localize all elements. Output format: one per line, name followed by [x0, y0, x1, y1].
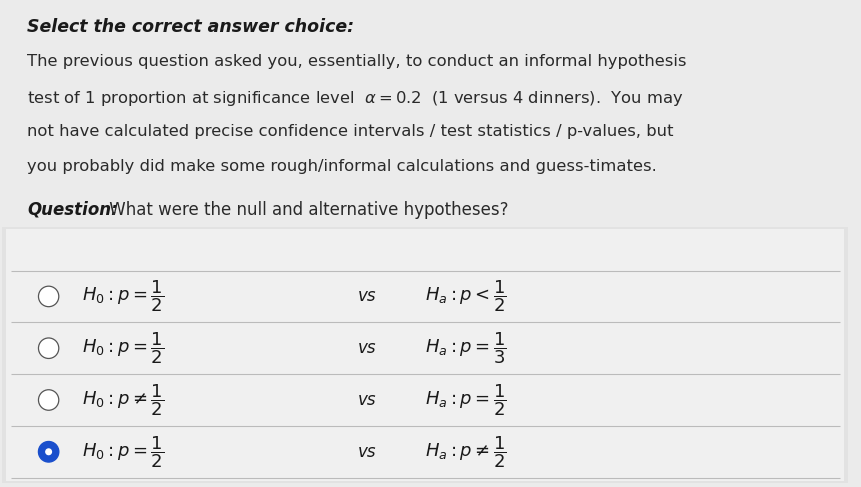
Ellipse shape: [39, 390, 59, 410]
Text: vs: vs: [357, 287, 375, 305]
Text: $H_0 : p = \dfrac{1}{2}$: $H_0 : p = \dfrac{1}{2}$: [83, 434, 164, 469]
Text: vs: vs: [357, 339, 375, 357]
Text: $H_a : p = \dfrac{1}{2}$: $H_a : p = \dfrac{1}{2}$: [424, 382, 506, 418]
Text: $H_0 : p = \dfrac{1}{2}$: $H_0 : p = \dfrac{1}{2}$: [83, 330, 164, 366]
Text: $H_a : p \neq \dfrac{1}{2}$: $H_a : p \neq \dfrac{1}{2}$: [424, 434, 506, 469]
Text: $H_a : p = \dfrac{1}{3}$: $H_a : p = \dfrac{1}{3}$: [424, 330, 506, 366]
Text: Select the correct answer choice:: Select the correct answer choice:: [28, 18, 354, 36]
Text: $H_0 : p = \dfrac{1}{2}$: $H_0 : p = \dfrac{1}{2}$: [83, 279, 164, 314]
Ellipse shape: [39, 442, 59, 462]
Text: not have calculated precise confidence intervals / test statistics / p-values, b: not have calculated precise confidence i…: [28, 124, 673, 139]
Text: $H_a : p < \dfrac{1}{2}$: $H_a : p < \dfrac{1}{2}$: [424, 279, 506, 314]
Bar: [6, 228, 843, 481]
Text: you probably did make some rough/informal calculations and guess-timates.: you probably did make some rough/informa…: [28, 159, 656, 174]
Bar: [2, 227, 847, 483]
Text: test of 1 proportion at significance level  $\alpha = 0.2$  (1 versus 4 dinners): test of 1 proportion at significance lev…: [28, 89, 684, 108]
Text: Question:: Question:: [28, 201, 118, 219]
Text: The previous question asked you, essentially, to conduct an informal hypothesis: The previous question asked you, essenti…: [28, 54, 686, 69]
Text: What were the null and alternative hypotheses?: What were the null and alternative hypot…: [103, 201, 507, 219]
Text: vs: vs: [357, 443, 375, 461]
Ellipse shape: [39, 338, 59, 358]
Ellipse shape: [39, 286, 59, 307]
Ellipse shape: [46, 449, 52, 454]
Text: vs: vs: [357, 391, 375, 409]
Text: $H_0 : p \neq \dfrac{1}{2}$: $H_0 : p \neq \dfrac{1}{2}$: [83, 382, 164, 418]
